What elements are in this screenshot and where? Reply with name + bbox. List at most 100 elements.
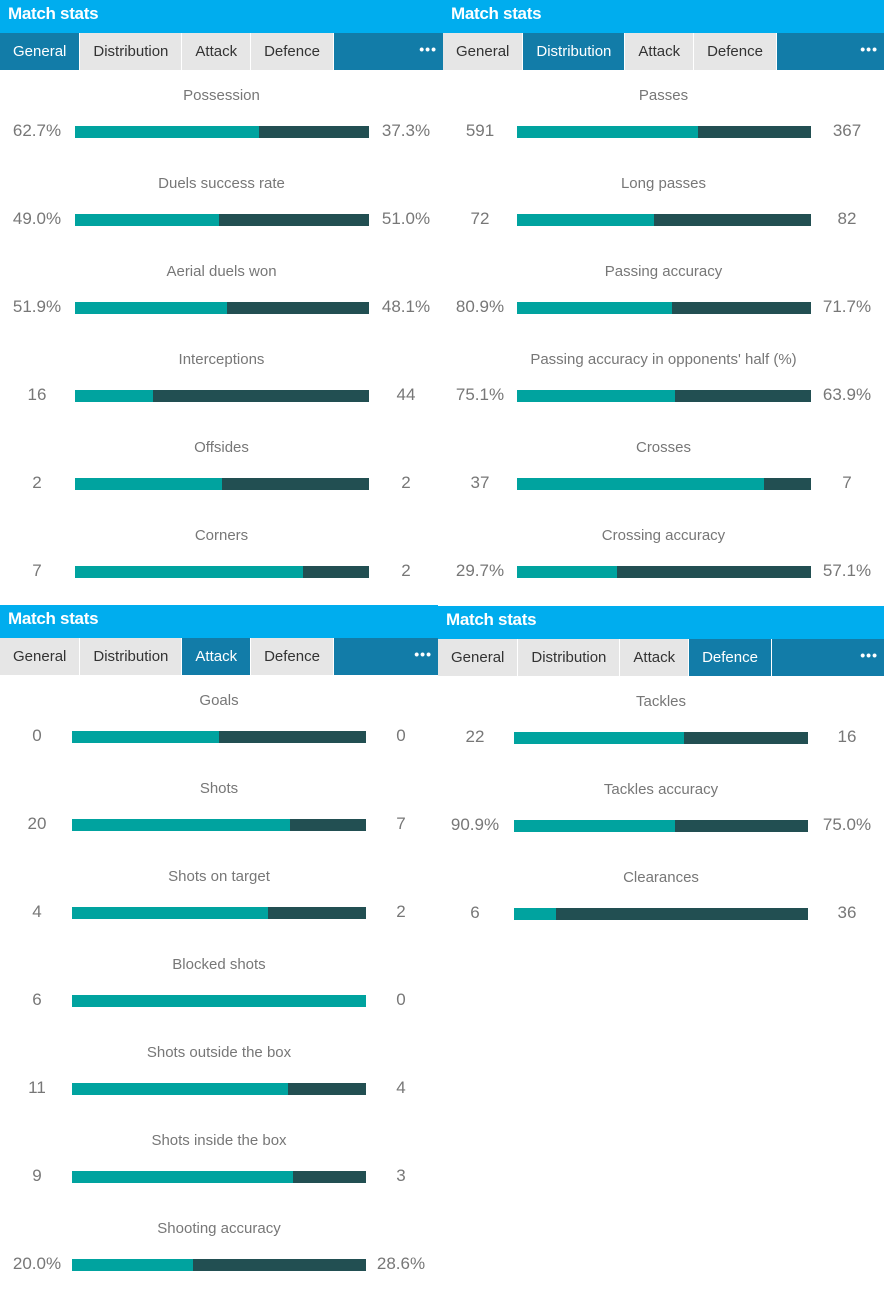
home-share-fill (74, 214, 219, 226)
stat-row: Tackles 22 16 (438, 676, 884, 764)
away-value: 2 (396, 902, 406, 921)
home-share-fill (516, 126, 698, 138)
comparison-bar (72, 907, 366, 919)
ellipsis-icon[interactable]: ••• (860, 647, 878, 663)
home-value: 51.9% (12, 297, 62, 316)
away-value: 82 (837, 209, 857, 228)
home-value: 37 (470, 473, 490, 492)
stat-row: Passes 591 367 (443, 70, 884, 158)
stat-label: Duels success rate (158, 175, 285, 192)
away-value: 28.6% (376, 1254, 426, 1273)
tab-defence[interactable]: Defence (251, 638, 334, 675)
tab-attack[interactable]: Attack (625, 33, 695, 70)
home-value: 11 (28, 1078, 46, 1097)
ellipsis-icon[interactable]: ••• (414, 646, 432, 662)
home-share-fill (516, 566, 618, 578)
away-value: 16 (837, 727, 857, 746)
away-value: 367 (832, 121, 862, 140)
comparison-bar (72, 995, 366, 1007)
home-share-fill (72, 907, 268, 919)
stat-row: Shots outside the box 11 4 (0, 1027, 438, 1115)
tab-attack[interactable]: Attack (620, 639, 690, 676)
home-value: 4 (32, 902, 42, 921)
tab-distribution[interactable]: Distribution (518, 639, 621, 676)
stats-panel-defence: Match stats General Distribution Attack Def… (438, 606, 884, 940)
tab-defence[interactable]: Defence (689, 639, 772, 676)
tab-distribution[interactable]: Distribution (523, 33, 626, 70)
home-value: 6 (32, 990, 42, 1009)
away-value: 37.3% (381, 121, 431, 140)
stat-row: Shots on target 4 2 (0, 851, 438, 939)
comparison-bar (72, 1259, 366, 1271)
home-value: 20 (27, 814, 47, 833)
stat-row: Shots 20 7 (0, 763, 438, 851)
stat-label: Crosses (635, 439, 691, 456)
home-share-fill (74, 478, 222, 490)
stat-row: Possession 62.7% 37.3% (0, 70, 443, 158)
stat-row: Crosses 37 7 (443, 422, 884, 510)
stat-label: Passing accuracy (604, 263, 723, 280)
stat-label: Tackles accuracy (603, 781, 719, 798)
away-value: 71.7% (822, 297, 872, 316)
tab-general[interactable]: General (0, 33, 81, 70)
tab-defence[interactable]: Defence (251, 33, 334, 70)
home-share-fill (74, 126, 259, 138)
ellipsis-icon[interactable]: ••• (860, 41, 878, 57)
stat-label: Long passes (620, 175, 707, 192)
stat-row: Interceptions 16 44 (0, 334, 443, 422)
tab-defence[interactable]: Defence (694, 33, 777, 70)
tab-distribution[interactable]: Distribution (80, 33, 183, 70)
stats-panel-distribution: Match stats General Distribution Attack Def… (443, 0, 884, 598)
tab-bar: General Distribution Attack Defence ••• (0, 33, 443, 70)
stats-panel-general: Match stats General Distribution Attack Def… (0, 0, 443, 598)
home-value: 0 (32, 726, 42, 745)
stat-row: Passing accuracy in opponents' half (%) … (443, 334, 884, 422)
tab-distribution[interactable]: Distribution (80, 638, 183, 675)
tab-bar: General Distribution Attack Defence ••• (438, 639, 884, 676)
stat-row: Crossing accuracy 29.7% 57.1% (443, 510, 884, 598)
home-value: 29.7% (455, 561, 505, 580)
stat-row: Duels success rate 49.0% 51.0% (0, 158, 443, 246)
home-value: 7 (32, 561, 42, 580)
comparison-bar (516, 478, 811, 490)
home-share-fill (72, 819, 290, 831)
comparison-bar (72, 731, 366, 743)
stat-row: Aerial duels won 51.9% 48.1% (0, 246, 443, 334)
stat-row: Offsides 2 2 (0, 422, 443, 510)
home-share-fill (514, 908, 556, 920)
stat-label: Possession (183, 87, 260, 104)
comparison-bar (74, 390, 369, 402)
tab-general[interactable]: General (438, 639, 519, 676)
home-share-fill (514, 820, 676, 832)
home-value: 16 (27, 385, 47, 404)
tab-bar: General Distribution Attack Defence ••• (0, 638, 438, 675)
away-value: 63.9% (822, 385, 872, 404)
ellipsis-icon[interactable]: ••• (419, 41, 437, 57)
tab-attack[interactable]: Attack (182, 638, 252, 675)
comparison-bar (516, 302, 811, 314)
home-share-fill (72, 995, 366, 1007)
tab-general[interactable]: General (0, 638, 81, 675)
comparison-bar (514, 908, 808, 920)
stat-row: Shots inside the box 9 3 (0, 1115, 438, 1203)
stat-label: Shots inside the box (151, 1132, 287, 1149)
tab-attack[interactable]: Attack (182, 33, 252, 70)
comparison-bar (516, 214, 811, 226)
panel-title: Match stats (0, 0, 443, 33)
away-value: 7 (396, 814, 406, 833)
home-share-fill (516, 390, 676, 402)
tab-general[interactable]: General (443, 33, 524, 70)
away-value: 0 (396, 726, 406, 745)
home-value: 75.1% (455, 385, 505, 404)
home-share-fill (514, 732, 685, 744)
panel-title: Match stats (443, 0, 884, 33)
comparison-bar (74, 214, 369, 226)
home-share-fill (74, 302, 228, 314)
away-value: 7 (842, 473, 852, 492)
comparison-bar (516, 126, 811, 138)
stat-label: Passing accuracy in opponents' half (%) (530, 351, 797, 368)
home-share-fill (516, 214, 654, 226)
home-value: 6 (470, 903, 480, 922)
comparison-bar (516, 566, 811, 578)
home-value: 49.0% (12, 209, 62, 228)
